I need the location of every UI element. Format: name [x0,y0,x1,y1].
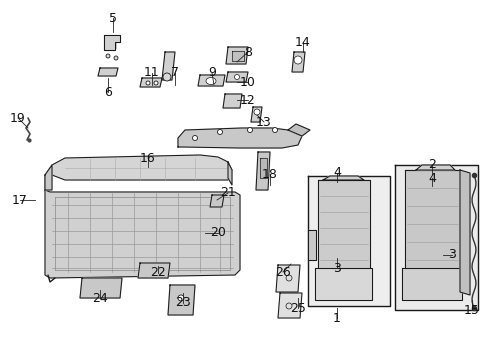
Text: 13: 13 [256,116,271,129]
Text: 7: 7 [171,67,179,80]
Circle shape [192,135,197,140]
Polygon shape [225,72,247,82]
Text: 4: 4 [427,171,435,184]
Text: 11: 11 [144,67,160,80]
Polygon shape [178,128,302,148]
Text: 4: 4 [332,166,340,180]
Polygon shape [401,268,461,300]
Polygon shape [459,170,469,295]
Circle shape [163,73,171,81]
Text: 17: 17 [12,194,28,207]
Circle shape [285,275,291,281]
Polygon shape [287,124,309,136]
Text: 2: 2 [427,158,435,171]
Text: 21: 21 [220,186,235,199]
Circle shape [293,56,302,64]
Polygon shape [317,180,369,268]
Text: 1: 1 [332,311,340,324]
Circle shape [178,295,183,301]
Text: 12: 12 [240,94,255,107]
Polygon shape [260,158,266,178]
Circle shape [253,109,260,115]
Text: 24: 24 [92,292,108,305]
Polygon shape [80,278,122,298]
Polygon shape [104,35,120,50]
Polygon shape [323,176,363,180]
Circle shape [114,56,118,60]
Polygon shape [307,176,389,306]
Circle shape [146,81,150,85]
Text: 22: 22 [150,266,165,279]
Text: 5: 5 [109,12,117,24]
Polygon shape [45,155,231,190]
Polygon shape [209,195,224,207]
Polygon shape [98,68,118,76]
Circle shape [247,127,252,132]
Text: 25: 25 [289,302,305,315]
Polygon shape [45,190,240,278]
Text: 18: 18 [262,168,277,181]
Circle shape [234,75,239,80]
Text: 26: 26 [275,266,290,279]
Circle shape [272,127,277,132]
Polygon shape [415,165,454,170]
Text: 6: 6 [104,85,112,99]
Circle shape [106,54,110,58]
Text: 20: 20 [210,226,225,239]
Polygon shape [275,265,299,292]
Polygon shape [225,47,247,64]
Text: 3: 3 [332,261,340,274]
Polygon shape [162,52,175,80]
Polygon shape [198,75,224,86]
Polygon shape [250,107,262,122]
Circle shape [217,130,222,135]
Text: 19: 19 [10,112,26,125]
Polygon shape [314,268,371,300]
Polygon shape [291,52,305,72]
Polygon shape [223,94,242,108]
Polygon shape [404,170,459,268]
Polygon shape [45,165,52,190]
Polygon shape [394,165,477,310]
Polygon shape [256,152,269,190]
Text: 8: 8 [244,45,251,58]
Polygon shape [307,230,315,260]
Circle shape [154,81,158,85]
Text: 10: 10 [240,76,255,89]
Text: 15: 15 [463,303,479,316]
Polygon shape [278,293,302,318]
Text: 9: 9 [207,67,216,80]
Circle shape [285,303,291,309]
Text: 14: 14 [295,36,310,49]
Polygon shape [231,51,244,61]
Polygon shape [227,162,231,185]
Text: 23: 23 [175,297,190,310]
Text: 3: 3 [447,248,455,261]
Polygon shape [140,78,162,87]
Polygon shape [168,285,195,315]
Polygon shape [138,263,170,278]
Text: 16: 16 [140,152,156,165]
Ellipse shape [205,77,216,85]
